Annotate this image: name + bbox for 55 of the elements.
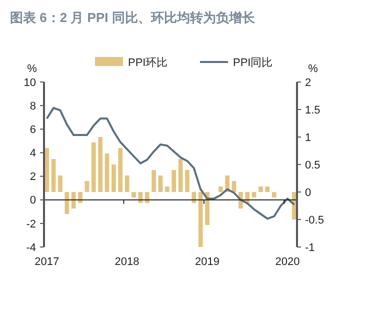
bar: [138, 192, 143, 203]
bar: [265, 186, 270, 192]
bar: [218, 186, 223, 192]
bar: [78, 192, 82, 203]
bar: [64, 192, 70, 214]
bar: [84, 181, 90, 192]
y2-tick-label: 1.5: [305, 104, 320, 116]
y2-tick-label: -1: [305, 242, 315, 254]
x-tick-label: 2017: [34, 256, 60, 268]
bar: [152, 170, 156, 192]
y2-axis-title: %: [308, 63, 318, 75]
chart-title: 图表 6：2 月 PPI 同比、环比均转为负增长: [10, 10, 256, 25]
y2-tick-label: 2: [305, 76, 312, 89]
x-tick-label: 2018: [114, 256, 140, 268]
y2-tick-label: -0.5: [305, 214, 324, 226]
bar: [71, 192, 76, 208]
bar: [44, 148, 50, 192]
x-tick-label: 2020: [275, 256, 300, 268]
y-tick-label: -4: [26, 242, 36, 254]
y-tick-label: 8: [30, 100, 36, 112]
y-axis-title: %: [27, 63, 38, 75]
bar: [192, 192, 196, 203]
y-tick-label: 2: [30, 171, 36, 184]
bar: [258, 186, 263, 192]
bar: [118, 148, 123, 192]
bar: [185, 170, 190, 192]
bar: [51, 159, 56, 192]
legend-label: PPI同比: [233, 56, 273, 69]
bar: [104, 154, 110, 192]
bar: [158, 176, 163, 192]
bar: [144, 192, 150, 203]
bar: [112, 164, 116, 192]
bar: [205, 192, 210, 225]
bar: [91, 142, 96, 192]
bar: [198, 192, 203, 247]
legend-label: PPI环比: [128, 56, 168, 69]
bar: [58, 176, 62, 192]
bar: [252, 192, 256, 198]
line-series: [46, 106, 296, 220]
y-tick-label: 0: [30, 194, 36, 207]
bar: [124, 176, 130, 192]
y2-tick-label: 0.5: [305, 159, 320, 172]
y-tick-label: -2: [26, 218, 36, 230]
y2-tick-label: 0: [305, 186, 312, 199]
bar: [164, 186, 170, 192]
y-tick-label: 6: [30, 124, 36, 136]
y-tick-label: 10: [24, 76, 36, 89]
y2-tick-label: 1: [305, 132, 312, 144]
bar: [178, 159, 183, 192]
y-tick-label: 4: [30, 148, 36, 160]
bar: [132, 192, 136, 198]
bar: [172, 170, 176, 192]
bar: [98, 137, 102, 192]
bar: [272, 192, 276, 198]
x-tick-label: 2019: [195, 256, 220, 268]
